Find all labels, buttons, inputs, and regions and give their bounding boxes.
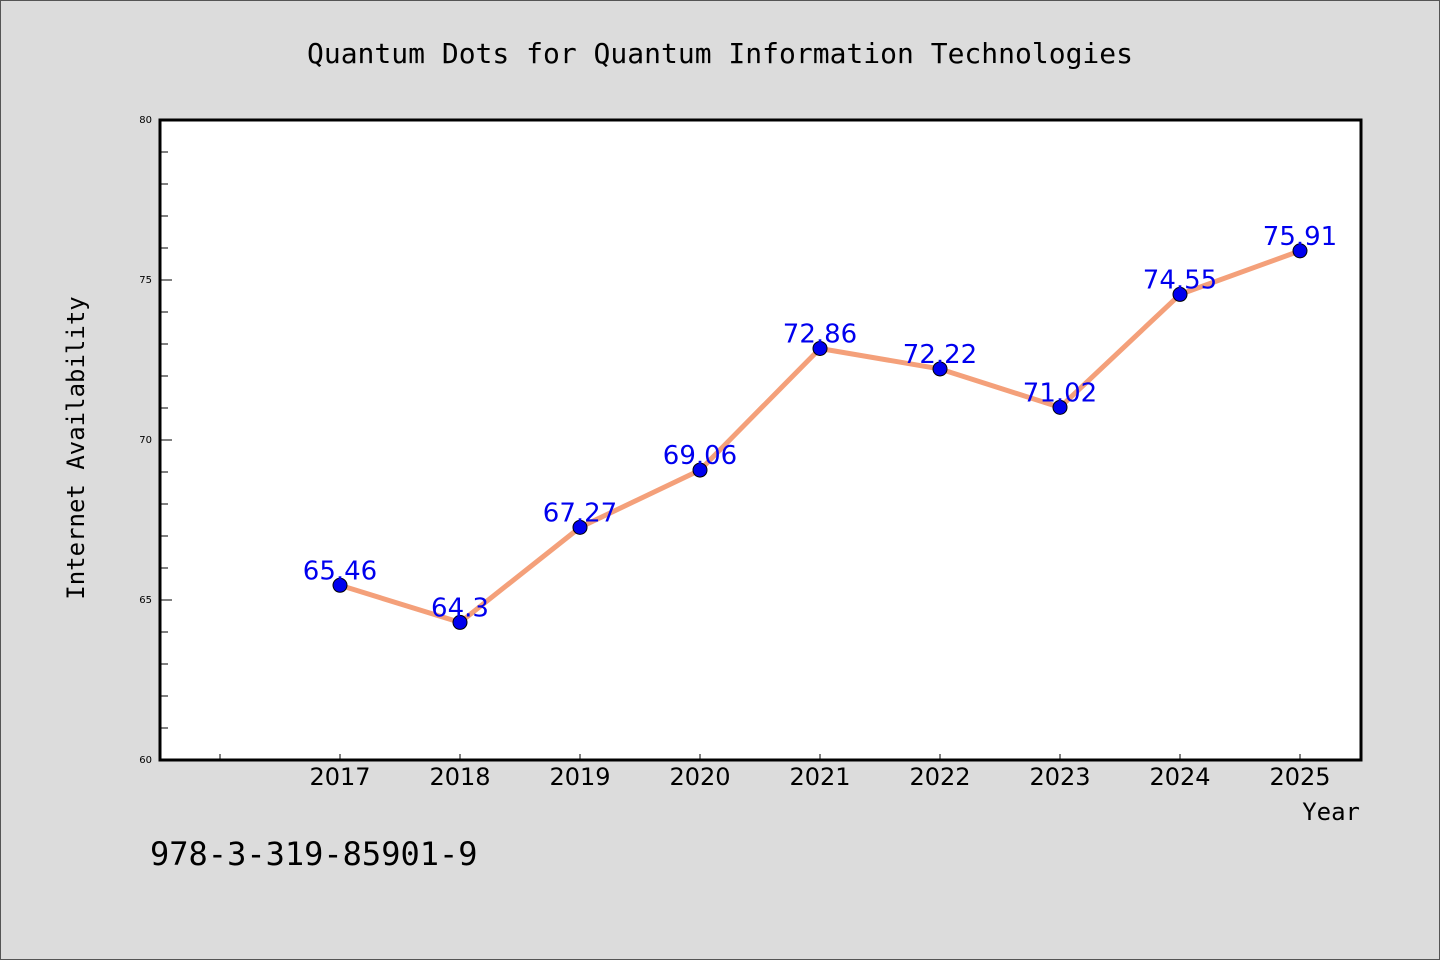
data-label: 74.55 bbox=[1143, 265, 1217, 295]
x-tick-label: 2018 bbox=[429, 763, 490, 791]
data-point bbox=[1172, 286, 1188, 302]
x-tick-label: 2021 bbox=[789, 763, 850, 791]
x-tick-label: 2022 bbox=[909, 763, 970, 791]
footer-isbn: 978-3-319-85901-9 bbox=[150, 835, 478, 873]
data-label: 75.91 bbox=[1263, 222, 1337, 252]
data-point bbox=[1292, 243, 1308, 259]
y-tick-label: 65 bbox=[139, 595, 152, 606]
data-label: 72.86 bbox=[783, 319, 857, 349]
data-label: 69.06 bbox=[663, 441, 737, 471]
data-labels: 65.46 64.3 67.27 69.06 72.86 72.22 71.02 74.55 7… bbox=[303, 222, 1337, 624]
data-point bbox=[1052, 399, 1068, 415]
data-point bbox=[452, 614, 468, 630]
data-label: 65.46 bbox=[303, 556, 377, 586]
data-point bbox=[692, 462, 708, 478]
plot-area bbox=[158, 118, 1363, 762]
y-tick-label: 60 bbox=[139, 755, 152, 766]
data-point bbox=[332, 577, 348, 593]
y-axis-label: Internet Availability bbox=[62, 296, 90, 599]
data-label: 71.02 bbox=[1023, 378, 1097, 408]
x-tick-label: 2017 bbox=[309, 763, 370, 791]
x-axis: 2017 2018 2019 2020 2021 2022 2023 2024 2025 bbox=[219, 754, 1331, 791]
data-point bbox=[932, 361, 948, 377]
data-point bbox=[572, 519, 588, 535]
x-tick-label: 2023 bbox=[1029, 763, 1090, 791]
data-label: 67.27 bbox=[543, 498, 617, 528]
x-tick-label: 2019 bbox=[549, 763, 610, 791]
x-tick-label: 2024 bbox=[1149, 763, 1210, 791]
y-tick-label: 80 bbox=[139, 115, 152, 126]
x-tick-label: 2020 bbox=[669, 763, 730, 791]
data-points bbox=[332, 243, 1308, 630]
data-label: 64.3 bbox=[431, 593, 489, 623]
data-point bbox=[812, 340, 828, 356]
data-label: 72.22 bbox=[903, 340, 977, 370]
y-axis: 60 65 70 75 80 bbox=[139, 115, 172, 766]
y-tick-label: 70 bbox=[139, 435, 152, 446]
x-tick-label: 2025 bbox=[1269, 763, 1330, 791]
chart-title: Quantum Dots for Quantum Information Tec… bbox=[307, 37, 1133, 70]
y-tick-label: 75 bbox=[139, 275, 152, 286]
x-axis-label: Year bbox=[1302, 798, 1360, 826]
